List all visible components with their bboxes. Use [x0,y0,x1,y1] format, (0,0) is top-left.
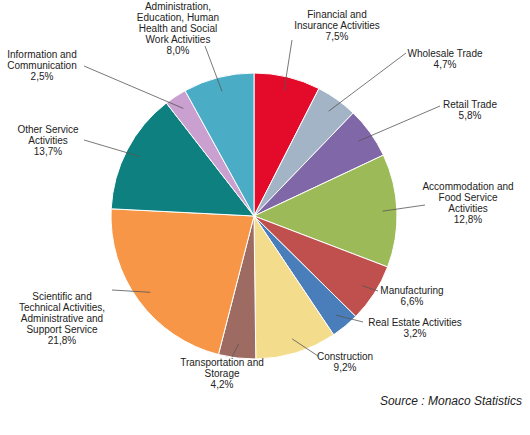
leader-line [284,40,292,91]
slice-label: Construction9,2% [317,351,373,373]
slice-label: Scientific andTechnical Activities,Admin… [19,291,105,346]
data-label: 5,8% [459,110,482,121]
slice-label: Real Estate Activities3,2% [368,317,461,339]
slice-label: Other ServiceActivities13,7% [17,124,79,157]
data-label: 21,8% [48,335,76,346]
category-line: Scientific and [32,291,91,302]
category-line: Technical Activities, [19,302,105,313]
leader-line [112,290,150,292]
data-label: 6,6% [401,296,424,307]
leader-line [362,286,378,291]
data-label: 9,2% [334,362,357,373]
category-line: Administration, [145,1,211,12]
category-line: Support Service [26,324,98,335]
slice-label: Retail Trade5,8% [443,99,497,121]
leader-lines [84,40,440,357]
source-note: Source : Monaco Statistics [380,394,522,408]
category-line: Education, Human [137,12,219,23]
category-line: Food Service [439,192,498,203]
pie-slice [185,73,254,216]
leader-line [359,106,440,141]
category-line: Accommodation and [422,181,513,192]
pie-slice [254,216,334,359]
category-line: Activities [28,135,67,146]
category-line: Retail Trade [443,99,497,110]
leader-line [84,140,140,156]
leader-line [84,66,183,108]
slice-label: Information andCommunication2,5% [7,49,77,82]
pie-slice [111,209,254,355]
slice-label: Accommodation andFood ServiceActivities1… [422,181,513,225]
category-line: Information and [7,49,77,60]
labels: Financial andInsurance Activities7,5% Who… [7,1,513,390]
data-label: 3,2% [404,328,427,339]
slice-label: Manufacturing6,6% [380,285,443,307]
category-line: Work Activities [146,34,211,45]
leader-line [232,344,239,357]
category-line: Insurance Activities [294,20,380,31]
data-label: 4,7% [434,59,457,70]
leader-line [205,46,222,91]
category-line: Construction [317,351,373,362]
category-line: Other Service [17,124,79,135]
slice-label: Transportation andStorage4,2% [180,357,264,390]
data-label: 2,5% [31,71,54,82]
category-line: Real Estate Activities [368,317,461,328]
category-line: Communication [7,60,76,71]
category-line: Storage [204,368,239,379]
slice-label: Administration,Education, HumanHealth an… [137,1,219,56]
category-line: Administrative and [21,313,103,324]
data-label: 12,8% [454,214,482,225]
leader-line [383,205,425,211]
data-label: 13,7% [34,146,62,157]
leader-line [292,339,318,356]
data-label: 8,0% [167,45,190,56]
category-line: Activities [448,203,487,214]
slice-label: Financial andInsurance Activities7,5% [294,9,380,42]
pie [111,73,397,359]
category-line: Health and Social [139,23,217,34]
category-line: Transportation and [180,357,264,368]
leader-line [329,53,406,111]
slice-label: Wholesale Trade4,7% [407,48,482,70]
category-line: Wholesale Trade [407,48,482,59]
leader-line [336,315,363,322]
data-label: 7,5% [326,31,349,42]
data-label: 4,2% [211,379,234,390]
pie-chart: Financial andInsurance Activities7,5% Who… [0,0,530,435]
category-line: Financial and [307,9,366,20]
category-line: Manufacturing [380,285,443,296]
